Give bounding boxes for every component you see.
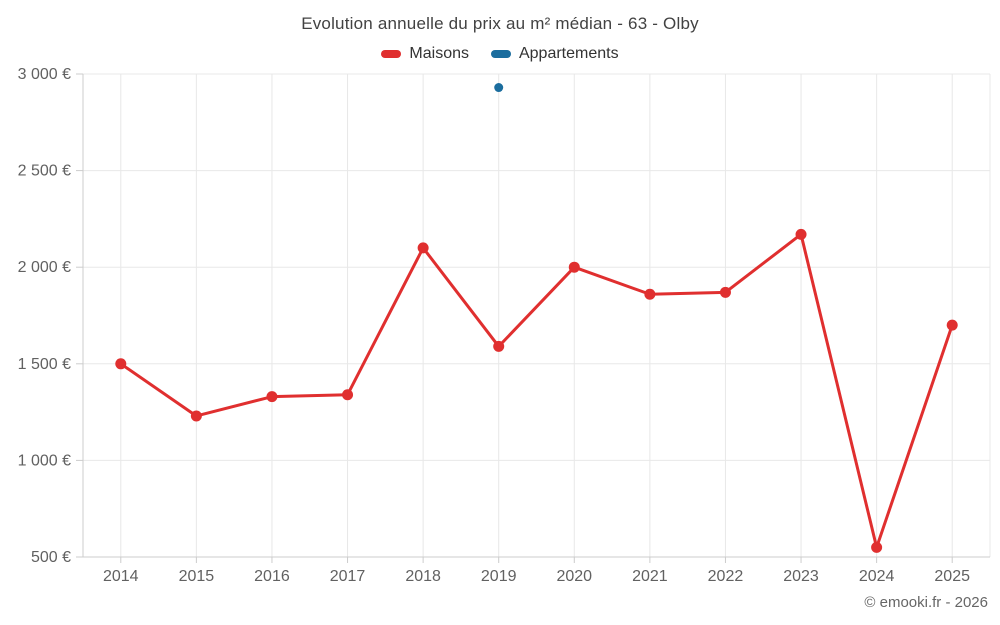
data-point-maisons[interactable] xyxy=(719,286,731,298)
x-tick-label: 2014 xyxy=(103,568,139,585)
data-point-appartements[interactable] xyxy=(494,83,504,93)
data-point-maisons[interactable] xyxy=(568,261,580,273)
x-tick-label: 2022 xyxy=(708,568,744,585)
y-tick-label: 3 000 € xyxy=(18,66,71,83)
x-tick-label: 2025 xyxy=(934,568,970,585)
x-tick-label: 2017 xyxy=(330,568,366,585)
legend-label-appartements: Appartements xyxy=(518,45,619,62)
x-tick-label: 2019 xyxy=(481,568,517,585)
data-point-maisons[interactable] xyxy=(644,288,656,300)
x-tick-label: 2024 xyxy=(859,568,895,585)
legend-label-maisons: Maisons xyxy=(409,45,469,62)
x-tick-label: 2023 xyxy=(783,568,819,585)
data-point-maisons[interactable] xyxy=(266,391,278,403)
maisons-series-swatch-icon xyxy=(381,50,402,58)
x-tick-label: 2015 xyxy=(179,568,215,585)
y-tick-label: 1 000 € xyxy=(18,452,71,469)
y-tick-label: 500 € xyxy=(31,549,71,566)
x-tick-label: 2021 xyxy=(632,568,668,585)
data-point-maisons[interactable] xyxy=(342,389,354,401)
legend-item-appartements[interactable]: Appartements xyxy=(490,45,619,63)
series-line-maisons xyxy=(119,232,954,549)
x-tick-label: 2018 xyxy=(405,568,441,585)
y-tick-label: 2 000 € xyxy=(18,259,71,276)
data-point-maisons[interactable] xyxy=(493,340,505,352)
legend-item-maisons[interactable]: Maisons xyxy=(381,45,469,63)
chart-title: Evolution annuelle du prix au m² médian … xyxy=(301,14,699,33)
data-point-maisons[interactable] xyxy=(795,228,807,240)
data-point-maisons[interactable] xyxy=(190,410,202,422)
data-point-maisons[interactable] xyxy=(115,358,127,370)
y-tick-label: 2 500 € xyxy=(18,163,71,180)
data-point-maisons[interactable] xyxy=(871,541,883,553)
appartements-series-swatch-icon xyxy=(490,50,511,58)
y-tick-label: 1 500 € xyxy=(18,356,71,373)
legend: Maisons Appartements xyxy=(0,45,1000,63)
x-tick-label: 2016 xyxy=(254,568,290,585)
attribution: © emooki.fr - 2026 xyxy=(864,594,988,611)
data-point-maisons[interactable] xyxy=(417,242,429,254)
data-point-maisons[interactable] xyxy=(946,319,958,331)
x-tick-label: 2020 xyxy=(556,568,592,585)
